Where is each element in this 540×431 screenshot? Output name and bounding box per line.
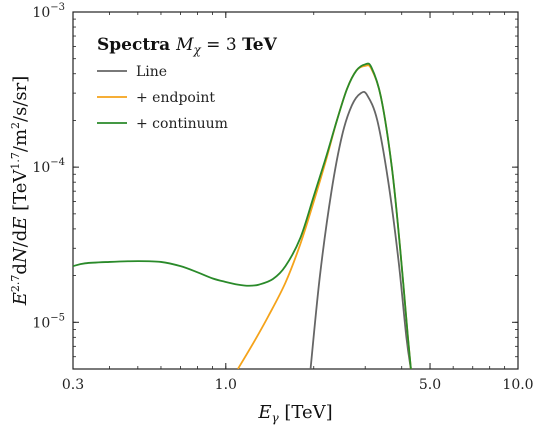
y-tick-label: 10−3 xyxy=(32,2,65,21)
x-axis-label: Eγ [TeV] xyxy=(257,402,332,425)
x-tick-label: 10.0 xyxy=(502,377,533,393)
minor-ticks xyxy=(72,11,519,370)
series-line-line xyxy=(309,91,412,369)
y-tick-label: 10−5 xyxy=(32,312,65,331)
series-line-continuum xyxy=(73,62,412,369)
major-ticks xyxy=(72,11,519,369)
legend: Spectra Mχ = 3 TeV Line + endpoint + conti… xyxy=(97,35,278,132)
y-axis-label: E2.7dN/dE [TeV1.7/m2/s/sr] xyxy=(9,76,31,307)
plot-area xyxy=(72,11,519,370)
legend-label-continuum: + continuum xyxy=(136,116,228,132)
plot-frame xyxy=(72,11,519,370)
x-tick-labels: 0.3 1.0 5.0 10.0 xyxy=(62,377,534,393)
x-tick-label: 5.0 xyxy=(419,377,441,393)
legend-title: Spectra Mχ = 3 TeV xyxy=(97,35,278,57)
x-tick-label: 0.3 xyxy=(62,377,84,393)
legend-entries: Line + endpoint + continuum xyxy=(97,64,228,132)
y-tick-labels: 10−5 10−4 10−3 xyxy=(32,2,65,331)
y-tick-label: 10−4 xyxy=(32,157,65,176)
series-line-endpoint xyxy=(237,64,412,369)
legend-label-endpoint: + endpoint xyxy=(136,90,215,106)
x-tick-label: 1.0 xyxy=(215,377,237,393)
legend-label-line: Line xyxy=(136,64,167,80)
series-lines xyxy=(73,62,412,369)
